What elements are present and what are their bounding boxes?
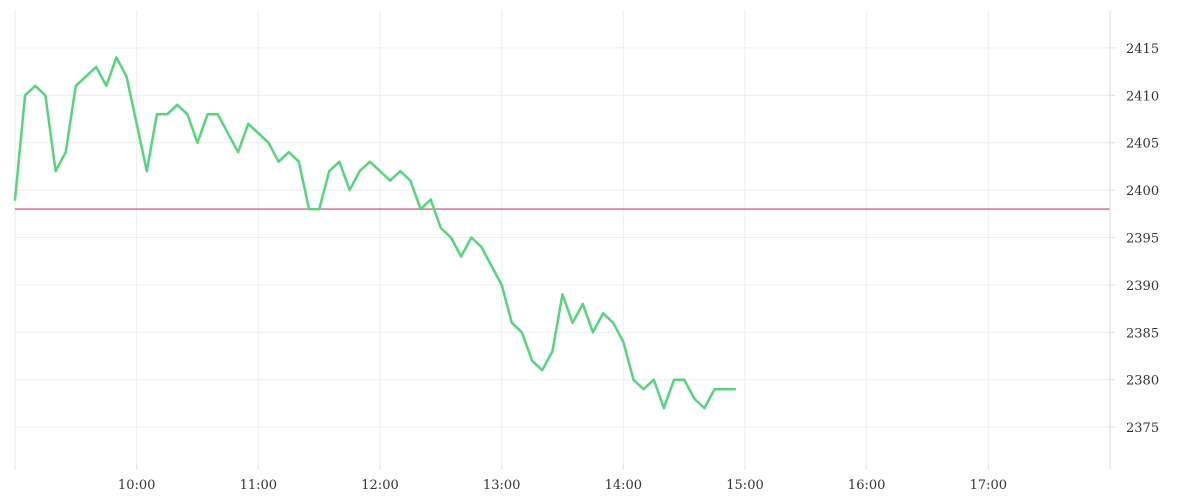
x-tick-label: 12:00	[361, 478, 398, 493]
y-tick-label: 2375	[1126, 421, 1159, 436]
x-tick-label: 17:00	[970, 478, 1007, 493]
y-tick-label: 2400	[1126, 184, 1159, 199]
y-tick-label: 2390	[1126, 279, 1159, 294]
y-tick-label: 2395	[1126, 232, 1159, 247]
x-tick-label: 15:00	[726, 478, 763, 493]
series-layer	[13, 56, 737, 410]
x-tick-label: 16:00	[848, 478, 885, 493]
x-tick-label: 14:00	[605, 478, 642, 493]
y-tick-label: 2415	[1126, 42, 1159, 57]
tick-labels: 10:00 11:00 12:00 13:00 14:00 15:00 16:00 17:00…	[118, 42, 1159, 493]
y-tick-label: 2385	[1126, 326, 1159, 341]
x-tick-label: 10:00	[118, 478, 155, 493]
grid	[14, 10, 1111, 465]
y-tick-label: 2380	[1126, 374, 1159, 389]
axes	[14, 10, 1115, 469]
x-tick-label: 13:00	[483, 478, 520, 493]
y-tick-label: 2410	[1126, 89, 1159, 104]
price-series-line	[13, 56, 737, 410]
x-tick-label: 11:00	[240, 478, 277, 493]
y-tick-label: 2405	[1126, 137, 1159, 152]
